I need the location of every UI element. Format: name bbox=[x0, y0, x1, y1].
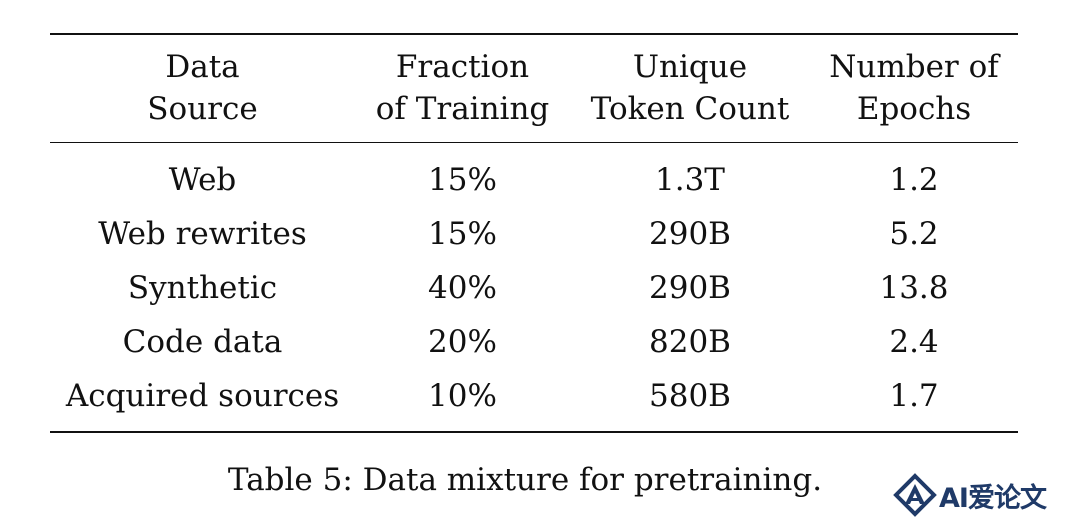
table-row: Synthetic 40% 290B 13.8 bbox=[50, 261, 1018, 315]
table-row: Web rewrites 15% 290B 5.2 bbox=[50, 207, 1018, 261]
header-number-of-epochs: Number of Epochs bbox=[829, 49, 999, 127]
header-fraction-of-training: Fraction of Training bbox=[375, 49, 550, 127]
table-body: Web 15% 1.3T 1.2 Web rewrites 15% 290B 5… bbox=[50, 143, 1018, 432]
cell-fraction: 15% bbox=[428, 162, 497, 198]
table-caption: Table 5: Data mixture for pretraining. bbox=[227, 462, 823, 498]
header-data-source: Data Source bbox=[147, 49, 258, 127]
cell-token-count: 290B bbox=[649, 216, 731, 252]
cell-data-source: Acquired sources bbox=[65, 378, 340, 414]
table-header: Data Source Fraction of Training Unique … bbox=[50, 34, 1018, 143]
cell-token-count: 1.3T bbox=[655, 162, 725, 198]
cell-token-count: 820B bbox=[649, 324, 731, 360]
header-unique-token-count: Unique Token Count bbox=[590, 49, 790, 127]
table-row: Acquired sources 10% 580B 1.7 bbox=[50, 369, 1018, 432]
watermark-logo: AI爱论文 bbox=[893, 470, 1047, 520]
table-row: Code data 20% 820B 2.4 bbox=[50, 315, 1018, 369]
cell-data-source: Web rewrites bbox=[98, 216, 307, 252]
data-mixture-table-container: Data Source Fraction of Training Unique … bbox=[50, 33, 1018, 433]
cell-data-source: Code data bbox=[122, 324, 283, 360]
cell-token-count: 290B bbox=[649, 270, 731, 306]
a-logo-icon bbox=[893, 473, 937, 517]
header-row: Data Source Fraction of Training Unique … bbox=[50, 34, 1018, 143]
cell-epochs: 5.2 bbox=[889, 216, 939, 252]
cell-fraction: 15% bbox=[428, 216, 497, 252]
table-row: Web 15% 1.3T 1.2 bbox=[50, 143, 1018, 208]
cell-epochs: 13.8 bbox=[879, 270, 949, 306]
cell-epochs: 1.2 bbox=[889, 162, 939, 198]
cell-fraction: 20% bbox=[428, 324, 497, 360]
watermark-text: AI爱论文 bbox=[939, 482, 1047, 514]
cell-data-source: Web bbox=[168, 162, 237, 198]
cell-fraction: 40% bbox=[428, 270, 497, 306]
cell-data-source: Synthetic bbox=[127, 270, 278, 306]
cell-epochs: 1.7 bbox=[889, 378, 939, 414]
cell-epochs: 2.4 bbox=[889, 324, 939, 360]
data-mixture-table: Data Source Fraction of Training Unique … bbox=[50, 33, 1018, 433]
cell-token-count: 580B bbox=[649, 378, 731, 414]
cell-fraction: 10% bbox=[428, 378, 497, 414]
